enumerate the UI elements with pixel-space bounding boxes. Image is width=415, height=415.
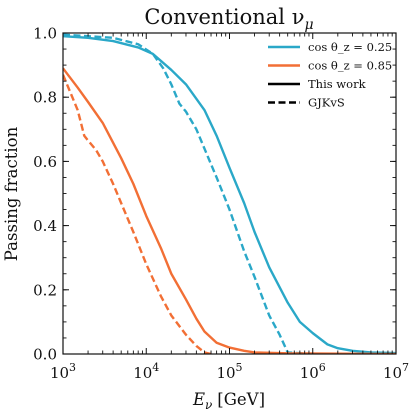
x-tick-label-exponent: 6: [319, 361, 326, 374]
y-tick-label-4: 0.6: [33, 153, 57, 171]
x-tick-label-exponent: 4: [152, 361, 159, 374]
x-tick-label-exponent: 7: [402, 361, 409, 374]
x-tick-label-base: 10: [216, 364, 235, 382]
x-tick-label-exponent: 3: [69, 361, 76, 374]
legend-label-3: This work: [308, 77, 367, 91]
x-tick-label-1: 103: [50, 361, 76, 382]
y-tick-label-3: 0.4: [33, 217, 57, 235]
y-tick-label-6: 1.0: [33, 25, 57, 43]
chart-title-main: Conventional ν: [144, 5, 304, 29]
x-tick-label-base: 10: [50, 364, 69, 382]
legend-label-4: GJKvS: [308, 96, 345, 110]
series-line-4: [63, 74, 212, 354]
y-tick-label-1: 0.0: [33, 346, 57, 364]
legend-label-2: cos θ_z = 0.85: [308, 59, 392, 73]
y-tick-label-2: 0.2: [33, 281, 57, 299]
chart-title: Conventional νμ: [144, 5, 313, 33]
x-tick-label-exponent: 5: [236, 361, 243, 374]
x-axis-label: Eν [GeV]: [192, 390, 265, 412]
chart-title-subscript: μ: [304, 17, 313, 33]
x-axis-label-symbol: E: [192, 390, 205, 409]
x-tick-label-5: 107: [383, 361, 409, 382]
plot-area: [63, 33, 396, 354]
x-axis-label-unit: [GeV]: [217, 390, 265, 409]
series-group: [63, 33, 396, 354]
x-tick-label-3: 105: [216, 361, 242, 382]
series-line-3: [63, 67, 396, 354]
series-line-1: [63, 35, 396, 354]
legend: cos θ_z = 0.25 cos θ_z = 0.85 This work GJK…: [268, 40, 392, 110]
y-axis-label: Passing fraction: [2, 126, 21, 261]
legend-label-1: cos θ_z = 0.25: [308, 40, 392, 54]
x-tick-label-base: 10: [133, 364, 152, 382]
y-tick-label-5: 0.8: [33, 89, 57, 107]
x-tick-label-4: 106: [300, 361, 326, 382]
x-tick-label-base: 10: [383, 364, 402, 382]
x-tick-label-base: 10: [300, 364, 319, 382]
x-axis-label-subscript: ν: [205, 398, 212, 412]
x-tick-label-2: 104: [133, 361, 159, 382]
series-line-2: [63, 33, 313, 354]
